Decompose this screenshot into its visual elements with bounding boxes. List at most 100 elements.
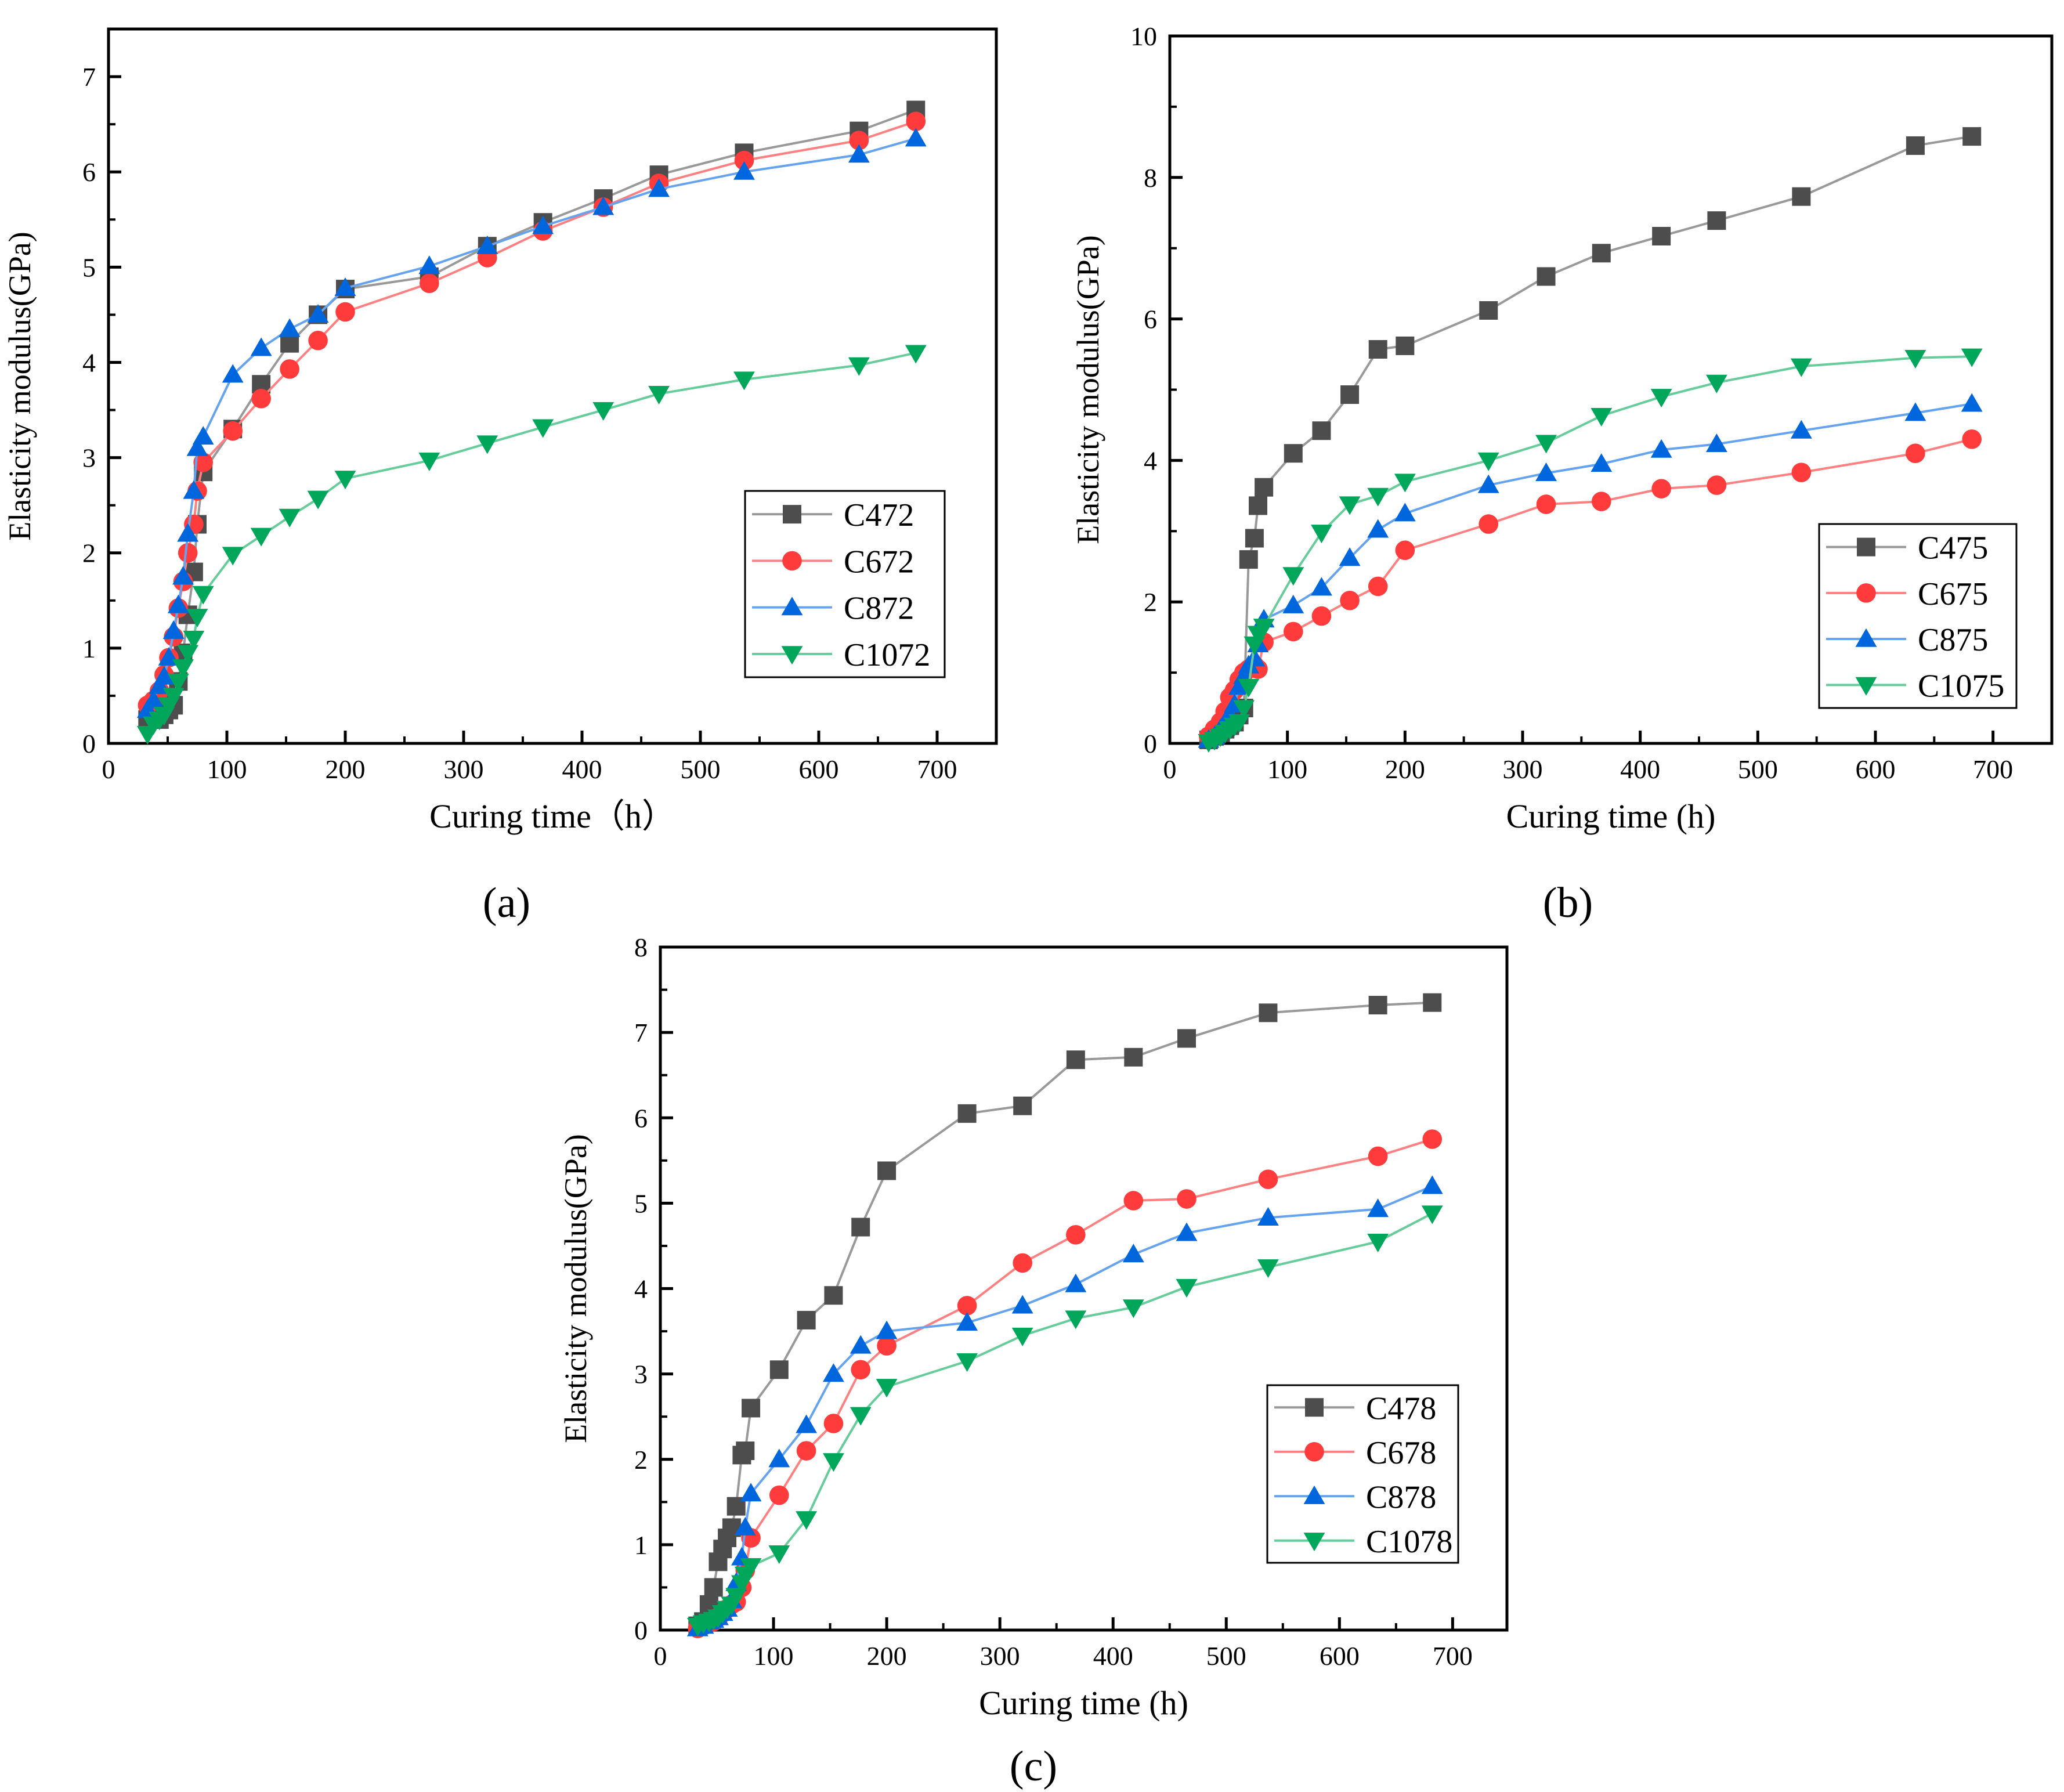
data-point	[1257, 1259, 1279, 1278]
panel-label: (a)	[483, 879, 530, 927]
data-point	[1311, 606, 1332, 626]
data-point	[849, 131, 869, 150]
data-point	[1013, 1253, 1032, 1273]
data-point	[420, 273, 439, 294]
data-point	[280, 359, 299, 379]
panel-label: (c)	[1010, 1743, 1057, 1790]
data-point	[1395, 540, 1415, 561]
data-point	[307, 304, 329, 323]
series-C1078	[686, 1205, 1443, 1637]
data-point	[250, 337, 272, 356]
data-point	[476, 435, 498, 454]
data-point	[251, 389, 271, 409]
legend-box	[1266, 1384, 1459, 1564]
legend-label: C475	[1918, 530, 1988, 566]
series-C1075	[1198, 348, 1983, 753]
data-point	[797, 1310, 816, 1329]
data-point	[957, 1104, 977, 1123]
data-point	[1258, 1169, 1278, 1189]
data-point	[1479, 514, 1499, 534]
data-point	[1535, 462, 1557, 481]
data-point	[167, 673, 189, 692]
y-tick-label: 10	[1130, 21, 1157, 51]
data-point	[850, 1335, 872, 1354]
data-point	[172, 566, 194, 585]
data-point	[734, 1517, 756, 1536]
data-point	[1284, 444, 1303, 463]
data-point	[1706, 433, 1727, 452]
x-axis-label: Curing time (h)	[979, 1684, 1188, 1722]
data-point	[222, 547, 244, 566]
data-point	[307, 490, 329, 510]
data-point	[956, 1353, 978, 1372]
data-point	[1253, 619, 1275, 638]
data-point	[1477, 452, 1499, 471]
data-point	[1479, 301, 1498, 320]
data-point	[1706, 374, 1727, 393]
data-point	[1239, 550, 1258, 569]
legend: C472 C672 C872 C1072	[744, 490, 946, 678]
data-point	[1790, 358, 1812, 377]
data-point	[1592, 244, 1611, 263]
data-point	[532, 215, 554, 234]
x-tick-label: 600	[1320, 1641, 1360, 1671]
data-point	[1282, 567, 1304, 586]
x-axis-label: Curing time（h）	[429, 797, 675, 835]
data-point	[733, 371, 755, 391]
data-point	[1904, 402, 1926, 421]
legend-box	[744, 490, 946, 678]
legend-marker-square	[1857, 537, 1875, 557]
data-point	[1535, 435, 1557, 454]
data-point	[1339, 547, 1361, 566]
legend-box	[1818, 523, 2018, 709]
data-point	[1312, 421, 1331, 440]
chart-panel-3: 0 100 200 300 400 500 600 700 0 1 2 3 4 5 6 7 8 Curing ti…	[558, 933, 1509, 1790]
legend-label: C675	[1918, 576, 1988, 612]
x-tick-label: 400	[562, 754, 602, 784]
data-point	[1284, 622, 1303, 642]
data-point	[476, 235, 498, 254]
data-point	[1249, 496, 1267, 515]
legend-label: C678	[1366, 1435, 1436, 1471]
x-tick-label: 700	[917, 754, 957, 784]
data-point	[1591, 453, 1613, 472]
data-point	[1340, 385, 1360, 404]
y-tick-label: 4	[1144, 446, 1157, 475]
data-point	[704, 1578, 723, 1597]
data-point	[1537, 267, 1556, 286]
data-point	[876, 1379, 898, 1398]
data-point	[1904, 350, 1926, 369]
data-point	[183, 630, 205, 649]
data-point	[1233, 700, 1255, 719]
data-point	[1340, 590, 1360, 610]
data-point	[1906, 136, 1925, 155]
data-point	[768, 1448, 790, 1468]
y-axis-label: Elasticity modulus(GPa)	[2, 232, 37, 540]
data-point	[1065, 1310, 1087, 1329]
data-point	[1421, 1205, 1443, 1224]
x-tick-label: 400	[1093, 1641, 1133, 1671]
data-point	[1176, 1278, 1198, 1298]
data-point	[192, 586, 214, 605]
data-point	[1065, 1273, 1087, 1292]
x-tick-label: 700	[1433, 1641, 1473, 1671]
data-point	[648, 386, 670, 405]
data-point	[1707, 211, 1726, 230]
data-point	[905, 345, 927, 364]
legend-label: C1075	[1918, 668, 2004, 704]
legend: C478 C678 C878 C1078	[1266, 1384, 1459, 1564]
data-point	[877, 1161, 897, 1180]
legend-label: C478	[1366, 1390, 1436, 1426]
data-point	[769, 1485, 789, 1505]
data-point	[1244, 648, 1266, 667]
data-point	[1257, 1206, 1279, 1226]
data-point	[1791, 463, 1812, 482]
y-tick-label: 2	[1144, 587, 1157, 617]
data-point	[1282, 594, 1304, 613]
data-point	[186, 609, 208, 628]
legend-marker-square	[1305, 1398, 1324, 1417]
x-tick-label: 700	[1973, 754, 2013, 784]
data-point	[851, 1217, 870, 1237]
y-tick-label: 4	[634, 1274, 648, 1304]
data-point	[250, 528, 272, 547]
